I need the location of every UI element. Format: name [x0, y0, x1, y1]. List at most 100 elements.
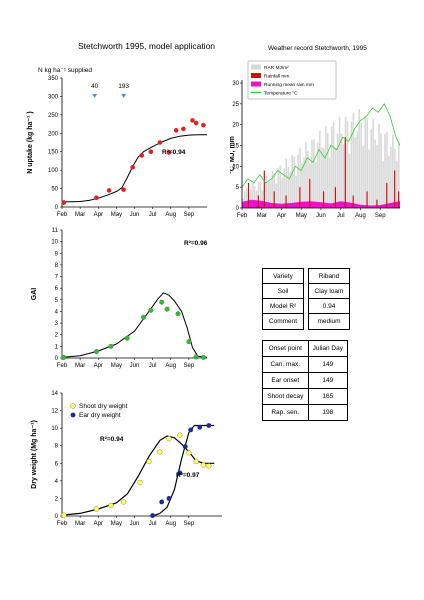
- ear-observed-point: [150, 513, 156, 518]
- rainfall-bar: [273, 191, 275, 208]
- radiation-bar: [388, 155, 390, 208]
- onset-table: Onset point Julian Day Can. max. 149 Ear…: [262, 340, 349, 421]
- y-tick-label: 9: [55, 251, 59, 257]
- rainfall-bar: [376, 199, 378, 208]
- radiation-bar: [307, 150, 309, 208]
- radiation-bar: [293, 156, 295, 208]
- legend-label: Temperature °C: [264, 91, 298, 97]
- y-tick-label: 250: [48, 113, 59, 119]
- radiation-bar: [253, 186, 256, 208]
- radiation-bar: [350, 121, 353, 208]
- radiation-bar: [354, 137, 357, 208]
- x-tick-label: Mar: [75, 521, 85, 527]
- radiation-bar: [315, 162, 317, 208]
- y-tick-label: 6: [55, 286, 59, 292]
- observed-point: [201, 122, 206, 128]
- y-tick-label: 2: [55, 496, 59, 502]
- radiation-bar: [297, 154, 299, 208]
- radiation-bar: [311, 140, 313, 208]
- radiation-bar: [267, 182, 270, 208]
- radiation-bar: [398, 141, 400, 208]
- radiation-bar: [328, 157, 331, 208]
- r2-label: R²=0.94: [162, 149, 186, 156]
- radiation-bar: [336, 133, 339, 208]
- temperature-line: [241, 103, 401, 188]
- y-tick-label: 7: [55, 275, 59, 281]
- radiation-bar: [326, 133, 329, 208]
- y-tick-label: 10: [51, 240, 58, 246]
- shoot-observed-point: [166, 436, 172, 442]
- observed-point: [61, 354, 67, 360]
- y-tick-label: 300: [48, 94, 59, 100]
- legend-box: [247, 60, 337, 100]
- r2-shoot-label: R²=0.94: [100, 436, 124, 443]
- rainfall-bar: [263, 170, 265, 208]
- rainfall-bar: [352, 195, 354, 208]
- observed-point: [157, 140, 163, 145]
- onset-cell: Can. max.: [262, 356, 309, 373]
- y-tick-label: 150: [48, 150, 59, 156]
- shoot-observed-point: [186, 450, 192, 456]
- shoot-observed-point: [200, 462, 207, 468]
- y-tick-label: 25: [232, 102, 239, 108]
- radiation-bar: [330, 126, 333, 208]
- radiation-bar: [366, 117, 369, 208]
- y-axis-label: N uptake (kg ha⁻¹ ): [27, 111, 34, 173]
- table-row: Shoot decay 165: [262, 388, 349, 405]
- radiation-bar: [269, 181, 272, 208]
- x-tick-label: Aug: [165, 363, 176, 369]
- onset-cell: Shoot decay: [262, 388, 309, 405]
- rainfall-bar: [334, 187, 337, 208]
- x-tick-label: Mar: [75, 212, 85, 218]
- shoot-observed-point: [206, 463, 212, 469]
- legend-label: Ear dry weight: [79, 412, 121, 419]
- radiation-bar: [362, 145, 365, 208]
- radiation-bar: [360, 122, 363, 208]
- onset-header-point: Onset point: [262, 340, 309, 357]
- table-row: Rap. sen. 198: [262, 404, 349, 421]
- x-tick-label: Sep: [184, 212, 195, 218]
- radiation-bar: [299, 148, 301, 208]
- observed-point: [159, 299, 165, 305]
- weather-title: Weather record Stetchworth, 1995: [268, 45, 367, 52]
- x-tick-label: Aug: [355, 213, 366, 219]
- x-tick-label: Jul: [149, 212, 157, 218]
- y-tick-label: 11: [52, 228, 59, 234]
- radiation-bar: [283, 168, 286, 208]
- x-tick-label: Jun: [130, 212, 140, 218]
- dry-weight-chart: 0 2 4 6 8 10 12 14 Feb Mar Apr May Jun Jul Aug Sep Dry w…: [31, 391, 222, 527]
- ear-observed-point: [177, 470, 183, 476]
- y-tick-label: 0: [55, 356, 59, 362]
- legend-swatch: [251, 81, 261, 87]
- x-tick-label: Apr: [94, 212, 103, 218]
- y-tick-label: 5: [236, 185, 240, 191]
- observed-point: [148, 149, 154, 155]
- onset-header-day: Julian Day: [307, 340, 349, 357]
- y-tick-label: 10: [232, 164, 239, 170]
- observed-point: [108, 343, 114, 349]
- rainfall-bar: [247, 183, 250, 208]
- y-axis-label: Dry weight (Mg ha⁻¹): [31, 420, 38, 489]
- y-tick-label: 2: [55, 333, 59, 339]
- x-tick-label: May: [111, 363, 122, 369]
- y-tick-label: 8: [55, 444, 59, 450]
- observed-point: [141, 314, 147, 320]
- shoot-observed-point: [157, 449, 163, 455]
- radiation-bar: [364, 115, 367, 208]
- table-row: Can. max. 149: [262, 356, 349, 373]
- y-tick-label: 20: [232, 123, 239, 129]
- observed-point: [193, 120, 199, 126]
- radiation-bar: [342, 144, 345, 208]
- x-tick-label: Feb: [237, 213, 248, 219]
- x-tick-label: Apr: [277, 213, 286, 219]
- radiation-bar: [295, 175, 297, 208]
- radiation-bar: [271, 170, 274, 208]
- onset-cell: 149: [307, 372, 349, 389]
- observed-point: [148, 307, 154, 313]
- x-tick-label: Aug: [165, 521, 176, 527]
- x-tick-label: Sep: [184, 521, 195, 527]
- r2-label: R²=0.96: [184, 240, 208, 247]
- radiation-bar: [291, 155, 293, 208]
- rainfall-bar: [322, 191, 325, 208]
- legend-swatch: [70, 403, 76, 409]
